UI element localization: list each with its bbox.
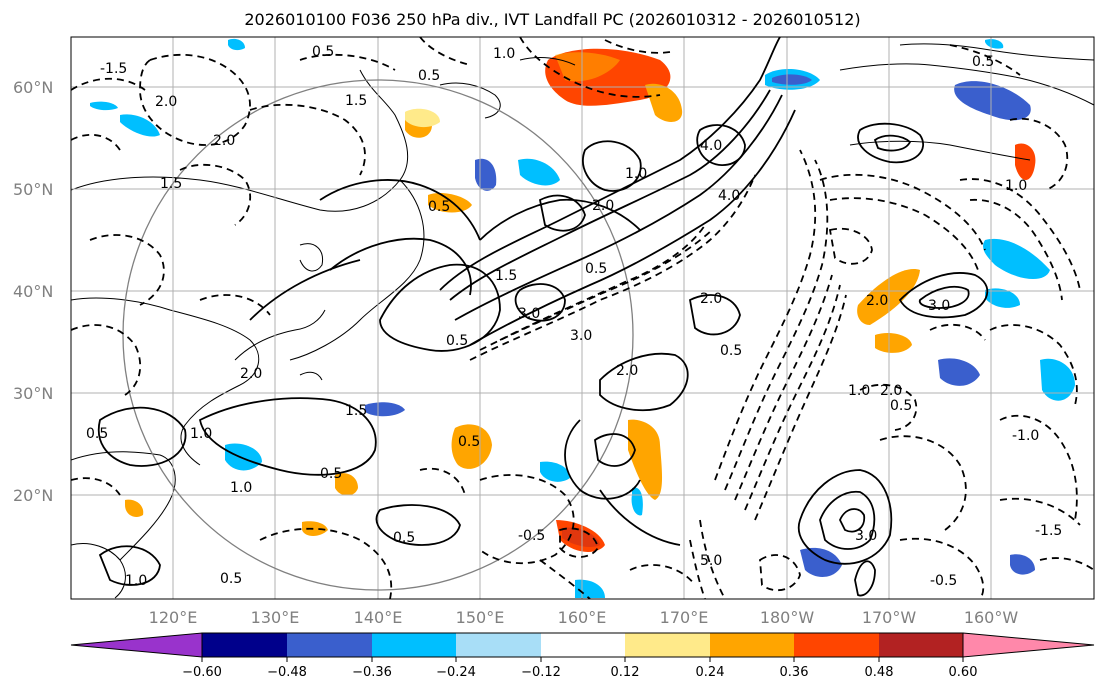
colorbar-extend-high bbox=[962, 632, 1095, 658]
contour-label: 1.0 bbox=[190, 426, 212, 442]
graticule bbox=[71, 37, 1094, 599]
contour-label: 0.5 bbox=[458, 434, 480, 450]
colorbar-tick-label: −0.12 bbox=[521, 665, 561, 680]
contour-label: 0.5 bbox=[720, 343, 742, 359]
contour-label: 3.0 bbox=[855, 528, 877, 544]
contour-label: 1.5 bbox=[160, 176, 182, 192]
contour-label: 2.0 bbox=[592, 198, 614, 214]
lat-label: 40°N bbox=[13, 282, 53, 301]
contour-label: -0.5 bbox=[518, 528, 545, 544]
colorbar-tick-label: −0.48 bbox=[267, 665, 307, 680]
latitude-labels: 60°N 50°N 40°N 30°N 20°N bbox=[13, 78, 53, 505]
contour-label: 1.0 bbox=[1005, 178, 1027, 194]
negative-contours bbox=[71, 37, 1094, 599]
colorbar-swatch bbox=[202, 633, 287, 657]
contour-label: 1.5 bbox=[345, 93, 367, 109]
contour-label: -1.5 bbox=[1035, 523, 1062, 539]
contour-label: 2.0 bbox=[213, 133, 235, 149]
lon-label: 160°W bbox=[964, 608, 1019, 627]
contour-label: 1.0 bbox=[848, 383, 870, 399]
colorbar-swatch bbox=[287, 633, 372, 657]
contour-label: 3.0 bbox=[518, 306, 540, 322]
contour-label: 1.0 bbox=[493, 46, 515, 62]
contour-label: 1.0 bbox=[230, 480, 252, 496]
contour-label: 3.0 bbox=[570, 328, 592, 344]
colorbar: −0.60 −0.48 −0.36 −0.24 −0.12 0.12 0.24 … bbox=[70, 632, 1095, 680]
contour-label: 0.5 bbox=[428, 199, 450, 215]
contour-label: 0.5 bbox=[890, 398, 912, 414]
lon-label: 170°W bbox=[862, 608, 917, 627]
contour-label: 2.0 bbox=[616, 363, 638, 379]
contour-label: 0.5 bbox=[320, 466, 342, 482]
colorbar-swatch bbox=[456, 633, 541, 657]
contour-label: 0.5 bbox=[446, 333, 468, 349]
colorbar-tick-label: −0.60 bbox=[182, 665, 222, 680]
contour-label: 2.0 bbox=[880, 383, 902, 399]
landfall-region-circle bbox=[122, 79, 634, 591]
lon-label: 150°E bbox=[456, 608, 505, 627]
contour-label: -0.5 bbox=[930, 573, 957, 589]
contour-label: 2.0 bbox=[700, 291, 722, 307]
positive-contours bbox=[97, 37, 989, 597]
lat-label: 60°N bbox=[13, 78, 53, 97]
contour-label: 2.0 bbox=[155, 94, 177, 110]
lon-label: 140°E bbox=[354, 608, 403, 627]
contour-label: -1.5 bbox=[100, 61, 127, 77]
colorbar-tick-label: −0.36 bbox=[352, 665, 392, 680]
contour-label: 0.5 bbox=[86, 426, 108, 442]
colorbar-tick-label: −0.24 bbox=[436, 665, 476, 680]
contour-labels: 0.5 1.0 -1.5 2.0 1.5 0.5 2.0 1.5 4.0 4.0… bbox=[86, 44, 1062, 589]
contour-label: 0.5 bbox=[585, 261, 607, 277]
colorbar-swatch bbox=[879, 633, 963, 657]
colorbar-swatch bbox=[794, 633, 879, 657]
contour-label: 0.5 bbox=[312, 44, 334, 60]
lon-label: 130°E bbox=[251, 608, 300, 627]
contour-label: 1.0 bbox=[625, 166, 647, 182]
lon-label: 120°E bbox=[149, 608, 198, 627]
contour-label: 0.5 bbox=[972, 54, 994, 70]
lon-label: 180°W bbox=[760, 608, 815, 627]
contour-label: 2.0 bbox=[240, 366, 262, 382]
contour-label: 1.5 bbox=[495, 268, 517, 284]
colorbar-extend-low bbox=[70, 632, 203, 658]
contour-label: -1.0 bbox=[1012, 428, 1039, 444]
colorbar-tick-label: 0.24 bbox=[696, 665, 725, 680]
plot-frame bbox=[70, 36, 1095, 600]
colorbar-tick-labels: −0.60 −0.48 −0.36 −0.24 −0.12 0.12 0.24 … bbox=[182, 665, 977, 680]
colorbar-swatch bbox=[625, 633, 710, 657]
lon-label: 160°E bbox=[558, 608, 607, 627]
contour-label: 0.5 bbox=[418, 68, 440, 84]
contour-label: 4.0 bbox=[700, 138, 722, 154]
lat-label: 50°N bbox=[13, 180, 53, 199]
map-title: 2026010100 F036 250 hPa div., IVT Landfa… bbox=[244, 10, 861, 29]
contour-label: 0.5 bbox=[393, 530, 415, 546]
colorbar-tick-label: 0.60 bbox=[949, 665, 978, 680]
lon-label: 170°E bbox=[660, 608, 709, 627]
colorbar-swatch bbox=[710, 633, 794, 657]
lat-label: 20°N bbox=[13, 486, 53, 505]
contour-label: 2.0 bbox=[866, 293, 888, 309]
contour-label: 3.0 bbox=[928, 298, 950, 314]
colorbar-tick-label: 0.48 bbox=[865, 665, 894, 680]
contour-label: 0.5 bbox=[220, 571, 242, 587]
contour-label: 1.5 bbox=[345, 403, 367, 419]
lat-label: 30°N bbox=[13, 384, 53, 403]
colorbar-swatch bbox=[541, 633, 625, 657]
divergence-shading bbox=[90, 38, 1075, 598]
contour-label: 4.0 bbox=[718, 188, 740, 204]
map-plot-area: 0.5 1.0 -1.5 2.0 1.5 0.5 2.0 1.5 4.0 4.0… bbox=[71, 37, 1094, 599]
contour-label: 5.0 bbox=[700, 553, 722, 569]
colorbar-swatch bbox=[372, 633, 456, 657]
colorbar-tick-label: 0.12 bbox=[611, 665, 640, 680]
colorbar-tick-label: 0.36 bbox=[780, 665, 809, 680]
longitude-labels: 120°E 130°E 140°E 150°E 160°E 170°E 180°… bbox=[149, 608, 1019, 627]
contour-label: 1.0 bbox=[125, 573, 147, 589]
